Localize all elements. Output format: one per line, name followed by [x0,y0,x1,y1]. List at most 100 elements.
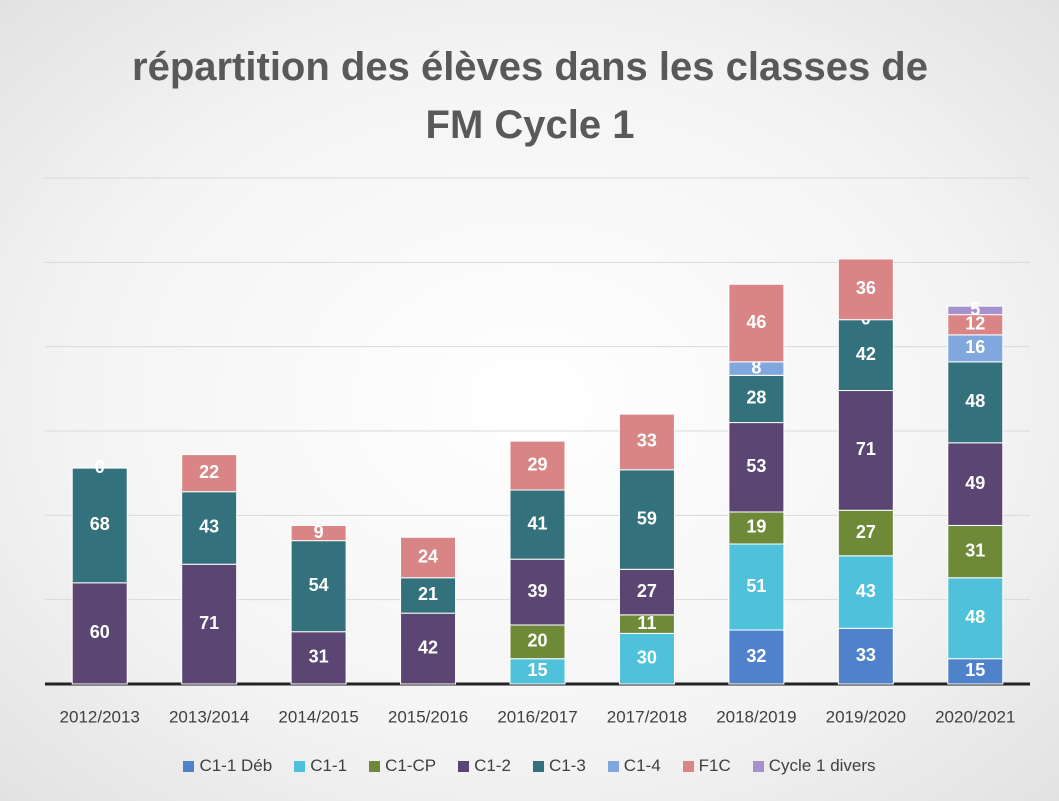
data-label: 49 [965,473,985,493]
legend-item: C1-1 [294,756,347,776]
data-label: 71 [199,613,219,633]
bar-segment [400,536,457,579]
bar-segment [947,305,1004,316]
x-tick-label: 2013/2014 [169,707,249,726]
bar-segment [837,627,894,685]
data-label: 27 [637,581,657,601]
legend-label: C1-CP [385,756,437,775]
data-label: 39 [527,581,547,601]
data-label: 54 [309,575,329,595]
bar-segment [290,524,347,542]
data-label: 51 [746,576,766,596]
bar-segment [181,563,238,685]
data-label: 11 [637,613,656,633]
bar-segment [728,511,785,545]
x-tick-label: 2015/2016 [388,707,468,726]
legend-swatch [369,760,381,772]
bar-segment [837,555,894,629]
legend-label: C1-2 [474,756,511,775]
legend-swatch [183,760,195,772]
bar-segment [509,624,566,660]
data-label: 0 [95,457,105,477]
bar-segment [947,361,1004,444]
x-tick-label: 2018/2019 [716,707,796,726]
bar-segment [837,390,894,511]
data-label: 32 [746,646,766,666]
data-label: 48 [965,391,985,411]
x-tick-label: 2014/2015 [278,707,358,726]
legend-item: C1-2 [458,756,511,776]
x-tick-label: 2020/2021 [935,707,1015,726]
data-label: 48 [965,607,985,627]
data-label: 53 [746,456,766,476]
bar-segment [618,632,675,685]
bar-segment [509,489,566,560]
data-label: 9 [314,522,324,542]
data-label: 31 [965,540,985,560]
data-label: 59 [637,508,657,528]
bar-segment [290,631,347,685]
bar-segment [837,319,894,392]
legend-swatch [458,760,470,772]
legend-swatch [532,760,544,772]
bar-segment [837,509,894,557]
bar-segment [509,440,566,491]
data-label: 12 [965,313,985,333]
bar-segment [728,629,785,685]
data-label: 36 [856,278,876,298]
legend-item: C1-4 [607,756,661,776]
legend-label: F1C [698,756,731,775]
x-tick-label: 2019/2020 [826,707,906,726]
data-label: 46 [746,312,766,332]
bar-segment [947,442,1004,526]
data-label: 30 [637,647,657,667]
data-label: 31 [309,647,329,667]
legend-label: C1-1 [310,756,348,775]
legend: C1-1 Déb C1-1 C1-CP C1-2 C1-3 C1-4 F1C Cycle 1 … [0,756,1059,776]
bar-segment [509,558,566,626]
data-label: 60 [90,622,110,642]
legend-item: C1-1 Déb [183,756,272,776]
bar-segment [400,577,457,614]
bar-segment [71,582,128,685]
data-label: 22 [199,462,219,482]
legend-item: Cycle 1 divers [752,756,876,776]
data-label: 15 [527,660,547,680]
bar-segment [290,540,347,633]
data-label: 42 [856,344,876,364]
x-tick-label: 2012/2013 [60,707,140,726]
legend-item: C1-3 [532,756,586,776]
bar-segment [181,491,238,565]
data-label: 43 [199,517,219,537]
bar-segment [618,469,675,570]
data-label: 8 [751,357,761,377]
data-label: 20 [527,631,547,651]
legend-label: C1-1 Déb [199,756,273,775]
legend-label: C1-4 [623,756,661,775]
data-label: 28 [746,388,766,408]
data-label: 29 [527,454,547,474]
legend-label: C1-3 [548,756,586,775]
data-label: 33 [856,645,876,665]
bar-segment [947,577,1004,660]
legend-swatch [294,760,306,772]
data-label: 41 [527,513,547,533]
data-label: 24 [418,546,438,566]
data-label: 19 [746,517,766,537]
x-tick-label: 2017/2018 [607,707,687,726]
data-label: 27 [856,522,876,542]
data-label: 71 [856,439,876,459]
legend-swatch [607,760,619,772]
legend-item: C1-CP [369,756,436,776]
legend-label: Cycle 1 divers [768,756,876,775]
chart-title: répartition des élèves dans les classes … [132,45,928,147]
data-label: 42 [418,637,438,657]
data-label: 15 [965,660,985,680]
legend-item: F1C [682,756,731,776]
data-label: 21 [418,584,438,604]
data-label: 5 [970,299,980,319]
bar-segment [618,413,675,471]
bar-segment [947,334,1004,363]
